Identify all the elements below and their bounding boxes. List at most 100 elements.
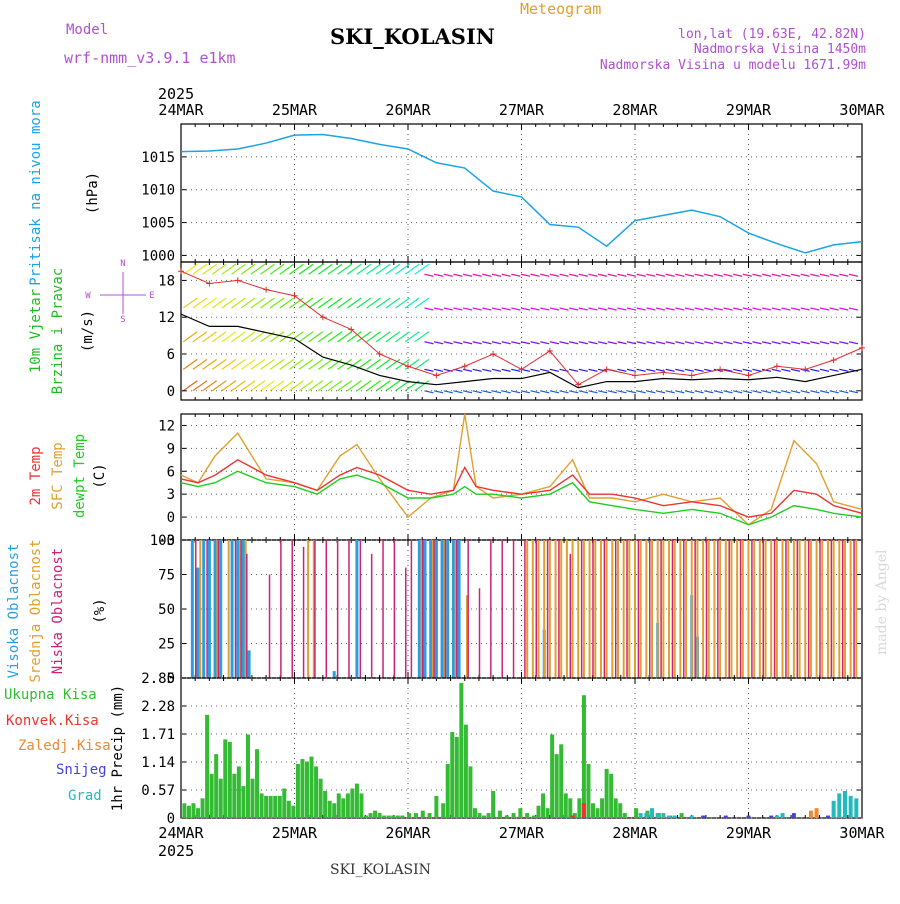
total-precip-bar [563, 793, 568, 818]
wind-barb [395, 331, 410, 343]
cloud-bar-low [280, 540, 282, 678]
wind-barb [684, 341, 695, 345]
high-cloud-axis-label: Visoka Oblacnost [6, 544, 22, 679]
total-precip-bar [434, 795, 439, 818]
wind-barb [443, 341, 453, 345]
cloud-bar-mid [781, 540, 784, 678]
frozen-precip-bar [814, 808, 819, 818]
wind-barb [317, 263, 333, 275]
cloud-bar-high [355, 540, 359, 678]
cloud-bar-mid [312, 540, 315, 678]
y-tick-label: 1000 [141, 248, 175, 264]
wind-barb [240, 263, 256, 275]
wind-barb [308, 263, 324, 275]
total-precip-bar [613, 798, 618, 818]
wind-barb [540, 368, 550, 372]
cloud-bar-low [694, 540, 696, 678]
cloud-bar-low [660, 540, 662, 678]
wind-barb [723, 307, 733, 311]
cloud-bar-low [796, 540, 799, 678]
total-precip-bar [572, 813, 577, 818]
wind-barb [462, 273, 473, 277]
total-precip-bar [559, 744, 564, 818]
wind-barb [424, 273, 434, 277]
wind-barb [819, 368, 830, 372]
wind-barb [346, 263, 362, 275]
wind-barb [298, 380, 314, 392]
cloud-bar-mid [736, 540, 739, 678]
wind-barb [472, 341, 482, 345]
graupel-bar [848, 795, 853, 818]
y-tick-label: 3 [167, 487, 175, 503]
graupel-bar [837, 793, 842, 818]
wind-barb [404, 263, 420, 275]
wind-barb [626, 368, 637, 372]
wind-barb [453, 273, 463, 277]
wind-barb [395, 380, 410, 392]
wind-barb [520, 341, 531, 345]
wind-dir-e: E [149, 291, 154, 301]
y-tick-label: 2.85 [141, 671, 175, 687]
y-tick-label: 0 [167, 384, 175, 400]
wind-barb [260, 297, 275, 309]
wind-dir-n: N [120, 259, 125, 269]
wind-barb [337, 263, 352, 275]
wind-barb [810, 273, 820, 277]
wind-barb [800, 307, 810, 311]
wind-barb [665, 341, 675, 345]
wind-barb [819, 307, 830, 311]
graupel-bar [650, 808, 655, 818]
cloud-bar-mid [764, 540, 767, 678]
wind-barb [819, 341, 830, 345]
wind-barb [578, 307, 588, 311]
total-precip-bar [391, 815, 396, 818]
cloud-bar-high [230, 540, 234, 678]
cloud-bar-mid [855, 540, 858, 678]
wind-barb [308, 380, 324, 392]
cloud-bar-mid [239, 540, 242, 678]
cloud-bar-mid [730, 540, 733, 678]
total-precip-bar [525, 813, 530, 818]
total-precip-bar [354, 783, 359, 818]
wind-barb [761, 307, 772, 311]
wind-barb [414, 297, 430, 309]
wind-barb [713, 307, 724, 311]
graupel-bar [655, 813, 660, 818]
total-precip-bar [491, 790, 496, 818]
wind-barb [511, 390, 521, 394]
cloud-bar-mid [616, 540, 619, 678]
total-precip-bar [545, 808, 550, 818]
total-precip-bar [373, 810, 378, 818]
cloud-unit-label: (%) [92, 598, 108, 623]
graupel-bar [689, 815, 694, 818]
wind-barb [366, 358, 381, 370]
total-precip-bar [300, 759, 305, 818]
wind-barb [761, 390, 772, 394]
x-label-bottom: 26MAR [385, 824, 431, 842]
gust-marker [546, 347, 553, 354]
cloud-bar-mid [216, 540, 219, 678]
wind-barb [636, 307, 646, 311]
total-precip-bar [259, 793, 264, 818]
cloud-bar-low [302, 546, 305, 678]
y-tick-label: 9 [167, 441, 175, 457]
dewpt-line [180, 470, 863, 526]
wind-barb [482, 273, 492, 277]
cloud-bar-mid [431, 540, 434, 678]
total-precip-bar [468, 766, 473, 818]
wind-barb [182, 358, 198, 370]
wind-barb [829, 307, 839, 311]
wind-barb [289, 358, 304, 370]
model-name: wrf-nmm_v3.9.1 e1km [64, 49, 236, 67]
wind-barb [588, 368, 598, 372]
cloud-bar-low [246, 553, 248, 678]
temp2m-axis-label: 2m Temp [28, 446, 44, 505]
total-precip-bar [377, 813, 382, 818]
graupel-bar [644, 813, 649, 818]
cloud-bar-mid [719, 540, 722, 678]
cloud-bar-mid [673, 540, 676, 678]
wind-unit-label: (m/s) [80, 310, 96, 352]
cloud-bar-mid [594, 540, 597, 678]
cloud-bar-mid [826, 540, 829, 678]
wind-barb [752, 368, 762, 372]
